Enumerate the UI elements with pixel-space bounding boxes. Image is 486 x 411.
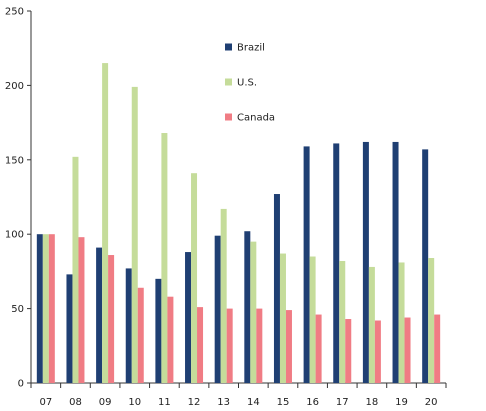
x-tick-label: 14 bbox=[247, 397, 260, 408]
bar-canada-10 bbox=[137, 287, 144, 383]
bar-brazil-13 bbox=[214, 235, 221, 383]
bar-brazil-17 bbox=[333, 143, 340, 383]
bar-brazil-18 bbox=[362, 141, 369, 383]
legend-label-u-s: U.S. bbox=[237, 78, 257, 89]
x-tick-label: 19 bbox=[395, 397, 408, 408]
bar-canada-11 bbox=[167, 296, 174, 383]
legend: Brazil U.S. Canada bbox=[225, 43, 275, 124]
bar-brazil-07 bbox=[36, 234, 43, 383]
x-tick-label: 18 bbox=[366, 397, 379, 408]
bar-u-s-08 bbox=[72, 156, 79, 383]
bar-brazil-15 bbox=[273, 194, 280, 383]
x-tick-label: 20 bbox=[425, 397, 438, 408]
bar-canada-17 bbox=[345, 319, 352, 383]
bar-brazil-20 bbox=[422, 149, 429, 383]
bar-brazil-09 bbox=[96, 247, 103, 383]
bar-u-s-11 bbox=[161, 133, 168, 383]
bar-brazil-10 bbox=[125, 268, 132, 383]
x-tick-label: 08 bbox=[69, 397, 82, 408]
x-tick-label: 17 bbox=[336, 397, 349, 408]
bar-canada-12 bbox=[197, 307, 204, 383]
x-tick-label: 12 bbox=[188, 397, 201, 408]
bar-canada-09 bbox=[108, 255, 115, 383]
bar-canada-08 bbox=[78, 237, 85, 383]
y-axis-labels: 0 50 100 150 200 250 bbox=[5, 7, 24, 390]
x-axis-labels: 07 08 09 10 11 12 13 14 15 16 17 18 19 20 bbox=[39, 397, 437, 408]
bar-brazil-16 bbox=[303, 146, 310, 383]
y-tick-label: 250 bbox=[5, 7, 24, 18]
bar-canada-13 bbox=[226, 308, 233, 383]
bar-brazil-12 bbox=[185, 252, 192, 383]
y-tick-label: 200 bbox=[5, 81, 24, 92]
bar-canada-15 bbox=[285, 310, 292, 383]
bars bbox=[36, 63, 441, 384]
bar-u-s-10 bbox=[131, 86, 138, 383]
x-tick-label: 09 bbox=[99, 397, 112, 408]
bar-brazil-19 bbox=[392, 141, 399, 383]
bar-canada-14 bbox=[256, 308, 263, 383]
bar-brazil-08 bbox=[66, 274, 73, 383]
axes bbox=[27, 10, 447, 388]
bar-brazil-11 bbox=[155, 278, 162, 383]
bar-u-s-19 bbox=[398, 262, 405, 383]
x-tick-label: 07 bbox=[39, 397, 52, 408]
bar-u-s-07 bbox=[42, 234, 49, 383]
legend-label-canada: Canada bbox=[237, 113, 275, 124]
y-tick-label: 150 bbox=[5, 155, 24, 166]
bar-u-s-14 bbox=[250, 241, 257, 383]
y-tick-label: 50 bbox=[11, 304, 24, 315]
bar-canada-18 bbox=[374, 320, 381, 383]
bar-u-s-16 bbox=[309, 256, 316, 383]
x-tick-label: 13 bbox=[217, 397, 230, 408]
legend-label-brazil: Brazil bbox=[237, 43, 265, 54]
x-tick-label: 10 bbox=[128, 397, 141, 408]
legend-swatch-u-s bbox=[225, 78, 232, 86]
bar-u-s-12 bbox=[191, 173, 198, 383]
y-tick-label: 100 bbox=[5, 230, 24, 241]
bar-canada-16 bbox=[315, 314, 322, 383]
legend-swatch-brazil bbox=[225, 43, 232, 51]
bar-brazil-14 bbox=[244, 231, 251, 383]
bar-u-s-17 bbox=[339, 260, 346, 383]
bar-u-s-15 bbox=[279, 253, 286, 383]
x-tick-label: 16 bbox=[306, 397, 319, 408]
bar-u-s-13 bbox=[220, 208, 227, 383]
x-tick-label: 15 bbox=[277, 397, 290, 408]
bar-canada-07 bbox=[48, 234, 55, 383]
bar-u-s-20 bbox=[428, 258, 435, 383]
x-tick-label: 11 bbox=[158, 397, 171, 408]
bar-canada-19 bbox=[404, 317, 411, 383]
bar-u-s-18 bbox=[368, 266, 375, 383]
legend-swatch-canada bbox=[225, 113, 232, 121]
bar-canada-20 bbox=[434, 314, 441, 383]
y-tick-label: 0 bbox=[18, 379, 24, 390]
bar-u-s-09 bbox=[102, 63, 109, 384]
